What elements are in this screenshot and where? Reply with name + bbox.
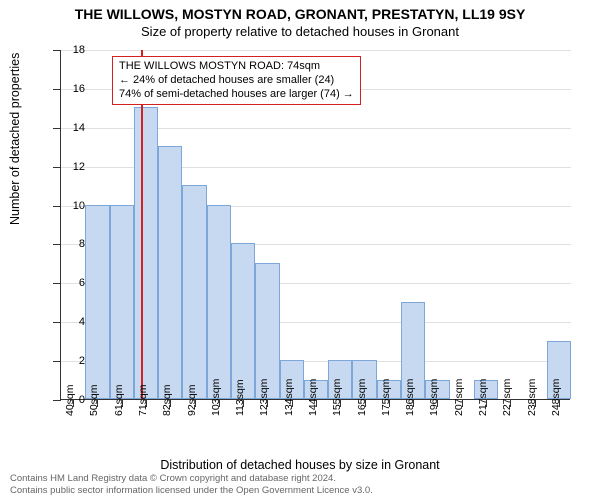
footer-attribution: Contains HM Land Registry data © Crown c… xyxy=(10,473,373,496)
y-tick-label: 12 xyxy=(55,161,85,173)
y-tick-label: 14 xyxy=(55,122,85,134)
footer-line-2: Contains public sector information licen… xyxy=(10,485,373,496)
gridline xyxy=(61,50,571,51)
legend-line-3: 74% of semi-detached houses are larger (… xyxy=(119,88,354,102)
legend-box: THE WILLOWS MOSTYN ROAD: 74sqm ← 24% of … xyxy=(112,56,361,105)
footer-line-1: Contains HM Land Registry data © Crown c… xyxy=(10,473,373,484)
histogram-bar xyxy=(134,107,158,399)
x-axis-label: Distribution of detached houses by size … xyxy=(0,458,600,472)
y-tick-label: 10 xyxy=(55,200,85,212)
y-tick-label: 2 xyxy=(55,355,85,367)
histogram-bar xyxy=(110,205,134,399)
histogram-bar xyxy=(158,146,182,399)
y-tick-label: 18 xyxy=(55,44,85,56)
histogram-bar xyxy=(231,243,255,399)
chart-area: THE WILLOWS MOSTYN ROAD: 74sqm ← 24% of … xyxy=(60,50,570,400)
y-tick-label: 16 xyxy=(55,83,85,95)
histogram-bar xyxy=(85,205,109,399)
legend-line-2: ← 24% of detached houses are smaller (24… xyxy=(119,74,354,88)
legend-line-1: THE WILLOWS MOSTYN ROAD: 74sqm xyxy=(119,60,354,74)
y-tick-label: 6 xyxy=(55,277,85,289)
y-axis-label: Number of detached properties xyxy=(8,53,22,225)
chart-subtitle: Size of property relative to detached ho… xyxy=(0,22,600,39)
chart-title: THE WILLOWS, MOSTYN ROAD, GRONANT, PREST… xyxy=(0,0,600,22)
histogram-bar xyxy=(182,185,206,399)
histogram-bar xyxy=(207,205,231,399)
y-tick-label: 4 xyxy=(55,316,85,328)
y-tick-label: 8 xyxy=(55,238,85,250)
